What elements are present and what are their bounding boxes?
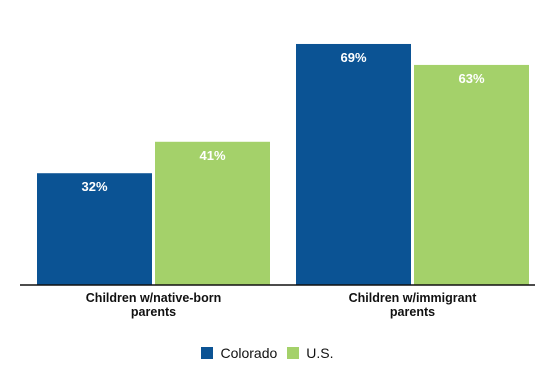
- bar-us-native-born: [155, 141, 270, 285]
- value-label-us-immigrant: 63%: [458, 71, 484, 86]
- bar-us-immigrant: [414, 64, 529, 285]
- legend-item-colorado: Colorado: [201, 345, 277, 361]
- legend-swatch-us: [287, 347, 300, 359]
- legend-item-us: U.S.: [287, 345, 334, 361]
- bars-layer: [37, 43, 529, 286]
- legend-label-colorado: Colorado: [220, 345, 278, 361]
- value-label-colorado-native-born: 32%: [81, 179, 107, 194]
- value-label-us-native-born: 41%: [199, 148, 225, 163]
- bar-colorado-immigrant: [296, 43, 411, 286]
- labels-layer: 32% 69% 41% 63% Children w/native-born parent…: [81, 50, 484, 319]
- category-label-native-born: Children w/native-born parents: [86, 291, 221, 319]
- value-label-colorado-immigrant: 69%: [340, 50, 366, 65]
- legend: Colorado U.S.: [0, 343, 535, 363]
- bar-colorado-native-born: [37, 173, 152, 285]
- category-label-immigrant: Children w/immigrant parents: [349, 291, 478, 319]
- legend-label-us: U.S.: [306, 345, 334, 361]
- legend-swatch-colorado: [201, 347, 214, 359]
